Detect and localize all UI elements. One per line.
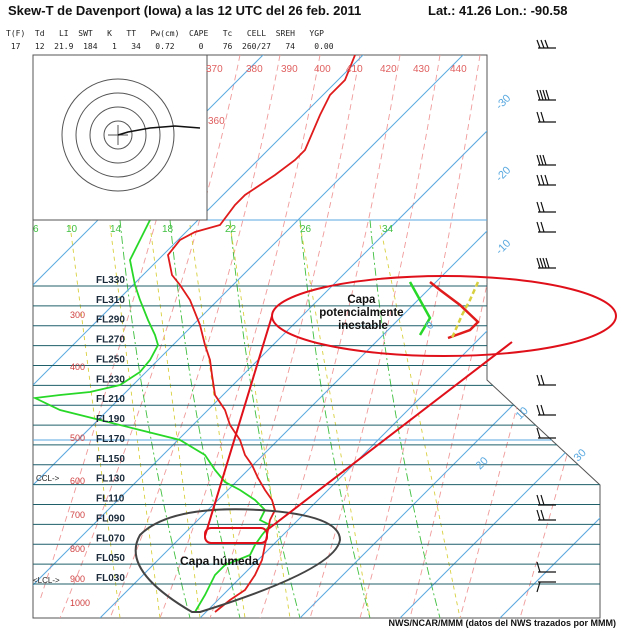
chart-title: Skew-T de Davenport (Iowa) a las 12 UTC … — [8, 3, 362, 18]
isotherm-label: -20 — [494, 164, 514, 184]
flight-level-label: FL030 — [96, 573, 125, 584]
indices-values: 17 12 21.9 184 1 34 0.72 0 76 260/27 74 … — [6, 42, 334, 51]
flight-level-label: FL130 — [96, 474, 125, 485]
lcl-marker: <LCL-> — [33, 576, 60, 585]
isotherm-label: 20 — [474, 455, 491, 472]
hodograph-frame — [32, 54, 208, 221]
pressure-label: 600 — [70, 476, 85, 486]
ccl-marker: CCL-> — [36, 474, 60, 483]
pressure-label: 700 — [70, 510, 85, 520]
flight-level-label: FL310 — [96, 295, 125, 306]
theta-label: 400 — [314, 64, 331, 75]
credit: NWS/NCAR/MMM (datos del NWS trazados por… — [388, 618, 617, 628]
temperature-profile — [167, 55, 356, 613]
flight-level-label: FL170 — [96, 434, 125, 445]
flight-level-label: FL110 — [96, 494, 125, 505]
flight-level-label: FL210 — [96, 394, 125, 405]
indices-labels: T(F) Td LI SWT K TT Pw(cm) CAPE Tc CELL … — [6, 29, 324, 38]
wind-barb — [536, 111, 556, 123]
mixing-ratio-label: 18 — [162, 224, 174, 235]
moist-layer-outline — [134, 508, 342, 613]
capa-line-2: potencialmente — [319, 307, 403, 319]
wind-barb — [536, 221, 556, 233]
isotherm-label: -30 — [494, 92, 514, 112]
wind-barb — [536, 374, 556, 386]
wind-barb — [536, 509, 556, 521]
wind-barb — [536, 39, 556, 49]
capa-line-1: Capa — [347, 294, 376, 306]
mixing-ratio-label: 26 — [300, 224, 312, 235]
flight-level-label: FL150 — [96, 454, 125, 465]
wind-barb — [536, 154, 556, 166]
unstable-isotherm-segment — [489, 289, 536, 336]
mixing-ratio-lines — [69, 224, 461, 618]
mixing-ratio-labels: 6 10 14 18 22 26 34 — [33, 224, 394, 235]
theta-label: 390 — [281, 64, 298, 75]
unstable-mix-segment — [450, 281, 480, 339]
pressure-label: 900 — [70, 574, 85, 584]
flight-level-label: FL050 — [96, 553, 125, 564]
lat-lon: Lat.: 41.26 Lon.: -90.58 — [428, 3, 568, 18]
isotherm-label: -10 — [494, 237, 514, 257]
wind-barb — [536, 494, 556, 506]
theta-label: 430 — [413, 64, 430, 75]
dewpoint-profile — [33, 55, 272, 613]
wind-barb — [536, 427, 556, 439]
wind-barb — [536, 89, 556, 101]
theta-label: 410 — [346, 64, 363, 75]
theta-label: 440 — [450, 64, 467, 75]
wind-barb — [536, 257, 556, 269]
wind-barb — [536, 561, 556, 573]
unstable-temp-segment — [429, 281, 480, 340]
mixing-ratio-label: 6 — [33, 224, 39, 235]
theta-label: 420 — [380, 64, 397, 75]
flight-level-label: FL190 — [96, 414, 125, 425]
theta-label: 360 — [208, 116, 225, 127]
isobars — [33, 219, 600, 441]
wind-barbs — [536, 39, 556, 593]
flight-level-label: FL090 — [96, 513, 125, 524]
flight-level-label: FL250 — [96, 354, 125, 365]
wind-barb — [536, 581, 556, 593]
capa-potencialmente-inestable-label: Capa potencialmente inestable — [319, 294, 407, 332]
mixing-ratio-label: 22 — [225, 224, 237, 235]
flight-level-label: FL270 — [96, 335, 125, 346]
flight-level-label: FL070 — [96, 533, 125, 544]
pressure-label: 500 — [70, 433, 85, 443]
capa-humeda-label: Capa húmeda — [180, 554, 259, 568]
capa-line-3: inestable — [338, 320, 388, 332]
pressure-label: 300 — [70, 310, 85, 320]
mixing-ratio-label: 10 — [66, 224, 78, 235]
unstable-dew-segment — [408, 281, 432, 336]
mixing-ratio-label: 14 — [110, 224, 122, 235]
theta-label: 380 — [246, 64, 263, 75]
flight-level-label: FL290 — [96, 315, 125, 326]
wind-barb — [536, 174, 556, 186]
theta-labels: 370 380 390 400 410 420 430 440 360 — [206, 64, 467, 127]
flight-level-label: FL230 — [96, 374, 125, 385]
flight-level-label: FL330 — [96, 275, 125, 286]
flight-level-lines — [33, 285, 600, 585]
wind-barb — [536, 201, 556, 213]
pressure-label: 400 — [70, 362, 85, 372]
mixing-ratio-label: 34 — [382, 224, 394, 235]
unstable-layer-ellipse — [271, 275, 617, 357]
pressure-labels: 1000 900 800 700 600 500 400 300 — [70, 310, 90, 608]
wind-barb — [536, 404, 556, 416]
flight-level-labels: FL330 FL310 FL290 FL270 FL250 FL230 FL210 FL190… — [96, 275, 125, 584]
hodograph — [32, 54, 208, 221]
hodograph-trace — [117, 125, 201, 136]
moist-adiabats — [119, 219, 441, 618]
pressure-label: 800 — [70, 544, 85, 554]
pressure-label: 1000 — [70, 598, 90, 608]
unstable-layer-callout — [204, 275, 617, 544]
theta-label: 370 — [206, 64, 223, 75]
